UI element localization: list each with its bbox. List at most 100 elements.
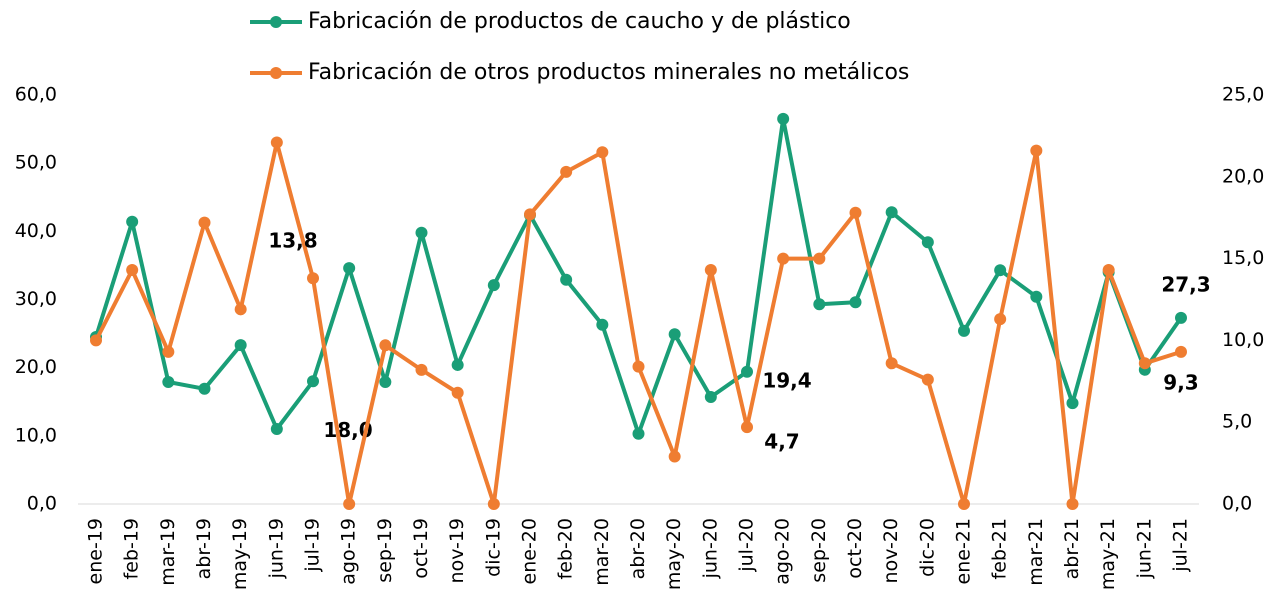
x-tick-label: feb-19 (121, 518, 143, 579)
marker (451, 358, 464, 371)
y2-tick-label: 20,0 (1222, 165, 1264, 187)
y-tick-label: 60,0 (15, 84, 57, 106)
marker (560, 165, 573, 178)
x-tick-label: dic-19 (482, 518, 504, 577)
x-tick-label: ago-20 (772, 518, 794, 585)
x-tick-label: nov-19 (446, 518, 468, 583)
marker (487, 279, 500, 292)
marker (1066, 498, 1079, 510)
marker (343, 262, 356, 275)
marker (632, 360, 645, 373)
y2-tick-label: 5,0 (1222, 411, 1252, 433)
marker (777, 112, 790, 125)
x-tick-label: ene-20 (519, 518, 541, 584)
marker (270, 423, 283, 436)
marker (487, 498, 500, 510)
marker (524, 208, 536, 221)
marker (994, 264, 1007, 277)
marker (849, 296, 862, 309)
marker (415, 363, 428, 376)
x-tick-label: may-21 (1097, 518, 1119, 590)
x-tick-label: jul-21 (1170, 518, 1192, 573)
y-tick-label: 10,0 (15, 424, 57, 446)
marker (777, 252, 790, 265)
marker (958, 498, 970, 510)
marker (813, 252, 826, 265)
x-tick-label: jun-21 (1133, 518, 1155, 579)
marker (741, 421, 753, 434)
marker (741, 365, 753, 378)
y-tick-label: 30,0 (15, 288, 57, 310)
x-tick-label: may-19 (229, 518, 251, 590)
marker (596, 146, 609, 159)
x-tick-label: feb-21 (989, 518, 1011, 579)
x-tick-label: feb-20 (555, 518, 577, 579)
marker (885, 206, 898, 219)
y-tick-label: 20,0 (15, 356, 57, 378)
x-tick-label: sep-20 (808, 518, 830, 583)
marker (234, 303, 247, 316)
marker (1175, 345, 1187, 358)
y2-tick-label: 15,0 (1222, 247, 1264, 269)
y-tick-label: 0,0 (27, 493, 57, 515)
marker (668, 450, 681, 463)
value-label: 27,3 (1161, 272, 1210, 296)
x-tick-label: jun-19 (265, 518, 287, 579)
x-tick-label: mar-20 (591, 518, 613, 586)
x-tick-label: abr-20 (627, 518, 649, 579)
marker (1030, 144, 1043, 157)
marker (1066, 397, 1079, 410)
marker (994, 313, 1007, 326)
marker (379, 375, 392, 388)
value-label: 13,8 (268, 229, 317, 253)
marker (632, 427, 645, 440)
marker (1138, 357, 1151, 370)
x-tick-label: ene-19 (85, 518, 107, 584)
marker (849, 206, 862, 219)
series-line (94, 140, 1182, 506)
marker (560, 273, 573, 286)
x-tick-label: nov-20 (880, 518, 902, 583)
marker (270, 136, 283, 149)
legend-label: Fabricación de otros productos minerales… (308, 60, 909, 85)
marker (379, 339, 392, 352)
x-tick-label: abr-21 (1061, 518, 1083, 579)
x-tick-label: ene-21 (953, 518, 975, 584)
x-tick-label: jun-20 (699, 518, 721, 579)
marker (1175, 311, 1187, 324)
marker (1102, 264, 1115, 277)
marker (90, 334, 102, 347)
x-tick-label: mar-19 (157, 518, 179, 586)
marker (668, 328, 681, 341)
legend-label: Fabricación de productos de caucho y de … (308, 9, 851, 34)
marker (415, 226, 428, 239)
marker (813, 298, 826, 311)
marker (234, 339, 247, 352)
value-label: 4,7 (764, 430, 799, 454)
marker (596, 318, 609, 331)
y2-tick-label: 25,0 (1222, 84, 1264, 106)
marker (126, 215, 139, 228)
legend-marker (270, 16, 282, 28)
marker (451, 386, 464, 399)
marker (198, 216, 211, 229)
x-tick-label: oct-20 (844, 518, 866, 579)
marker (704, 390, 717, 403)
marker (162, 375, 175, 388)
value-label: 9,3 (1163, 370, 1198, 394)
marker (958, 324, 970, 337)
x-tick-label: oct-19 (410, 518, 432, 579)
x-tick-label: dic-20 (916, 518, 938, 577)
x-tick-label: jul-19 (302, 518, 324, 573)
marker (704, 264, 717, 277)
marker (885, 357, 898, 370)
series-line (94, 116, 1183, 436)
marker (343, 498, 356, 510)
y2-tick-label: 0,0 (1222, 493, 1252, 515)
x-tick-label: jul-20 (736, 518, 758, 573)
marker (307, 272, 319, 285)
x-tick-label: may-20 (663, 518, 685, 590)
y2-tick-label: 10,0 (1222, 329, 1264, 351)
marker (198, 382, 211, 395)
